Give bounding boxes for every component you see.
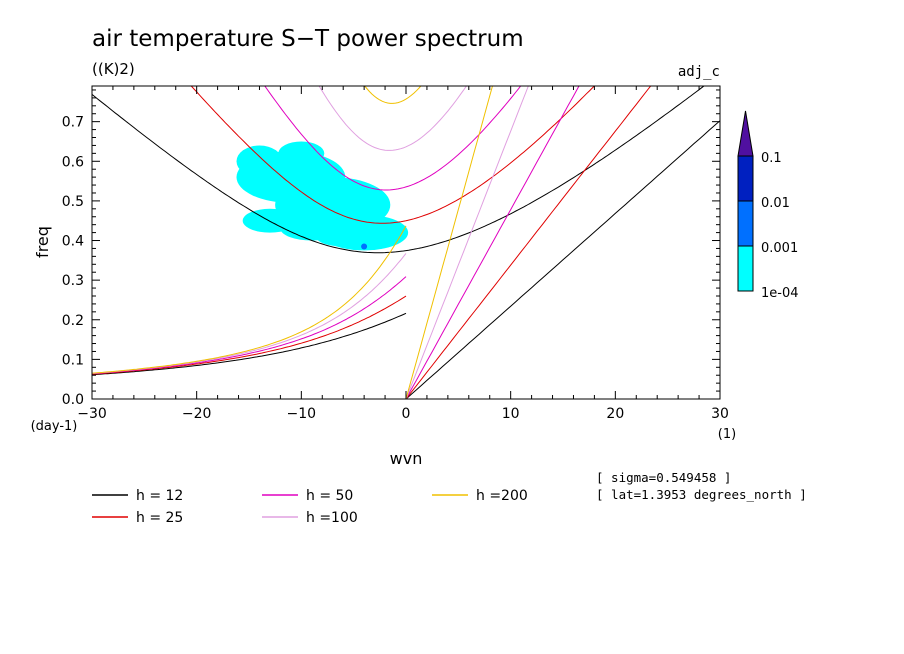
x-tick-label: −20	[182, 406, 212, 422]
y-tick-label: 0.1	[62, 352, 84, 368]
sigma-info: [ sigma=0.549458 ]	[596, 470, 731, 485]
x-tick-label: 20	[606, 406, 624, 422]
kelvin-curve	[405, 86, 652, 399]
colorbar-segment	[737, 200, 754, 247]
plot-frame	[91, 85, 721, 400]
colorbar-label: 0.01	[761, 196, 790, 211]
y-tick-label: 0.5	[62, 194, 84, 210]
y-tick-label: 0.3	[62, 273, 84, 289]
x-tick-label: 30	[711, 406, 729, 422]
colorbar-segment	[737, 155, 754, 202]
legend-label: h = 25	[136, 510, 183, 526]
x-axis-ticks: −30 −20 −10 0 10 20 30	[77, 86, 729, 422]
power-contours	[236, 141, 409, 251]
y-tick-label: 0.7	[62, 115, 84, 131]
kelvin-curve	[405, 86, 580, 399]
x-tick-label: −10	[287, 406, 317, 422]
x-tick-label: 0	[402, 406, 411, 422]
colorbar-label: 0.1	[761, 151, 782, 166]
colorbar: 0.1 0.01 0.001 1e-04	[737, 110, 799, 301]
x-tick-label: 10	[502, 406, 520, 422]
legend: h = 12 h = 25 h = 50 h =100 h =200	[92, 488, 528, 526]
dispersion-curves	[92, 86, 720, 399]
power-contour-patch	[236, 145, 283, 178]
y-unit-label: (day-1)	[31, 419, 78, 434]
legend-label: h =200	[476, 488, 528, 504]
y-axis-label: freq	[33, 226, 52, 258]
x-axis-label: wvn	[390, 449, 423, 468]
lat-info: [ lat=1.3953 degrees_north ]	[596, 487, 807, 502]
y-tick-label: 0.4	[62, 234, 84, 250]
chart-title: air temperature S−T power spectrum	[92, 26, 524, 52]
y-axis-ticks: 0.0 0.1 0.2 0.3 0.4 0.5 0.6 0.7	[62, 89, 720, 408]
legend-label: h = 50	[306, 488, 353, 504]
power-contour-patch	[278, 141, 325, 166]
units-label: ((K)2)	[92, 60, 135, 78]
legend-label: h =100	[306, 510, 358, 526]
legend-label: h = 12	[136, 488, 183, 504]
colorbar-arrow	[737, 110, 754, 157]
mrg-curve	[92, 225, 407, 374]
power-contour-patch	[316, 226, 371, 247]
power-contour-patch-high	[361, 243, 368, 250]
y-tick-label: 0.2	[62, 313, 84, 329]
ig-curve	[318, 86, 468, 151]
kelvin-curve	[405, 86, 529, 399]
colorbar-label: 0.001	[761, 241, 798, 256]
mrg-curve	[92, 312, 407, 376]
x-tick-label: −30	[77, 406, 107, 422]
kelvin-curve	[405, 120, 720, 399]
y-tick-label: 0.6	[62, 154, 84, 170]
x-unit-label: (1)	[718, 427, 736, 442]
ig-curve	[364, 86, 422, 104]
ig-curve	[92, 86, 705, 254]
mrg-curve	[92, 295, 407, 375]
colorbar-segment	[737, 245, 754, 292]
colorbar-label: 1e-04	[761, 286, 799, 301]
dataset-label: adj_c	[678, 64, 720, 80]
kelvin-curve	[405, 86, 494, 399]
y-tick-label: 0.0	[62, 392, 84, 408]
ig-curve	[264, 86, 522, 191]
